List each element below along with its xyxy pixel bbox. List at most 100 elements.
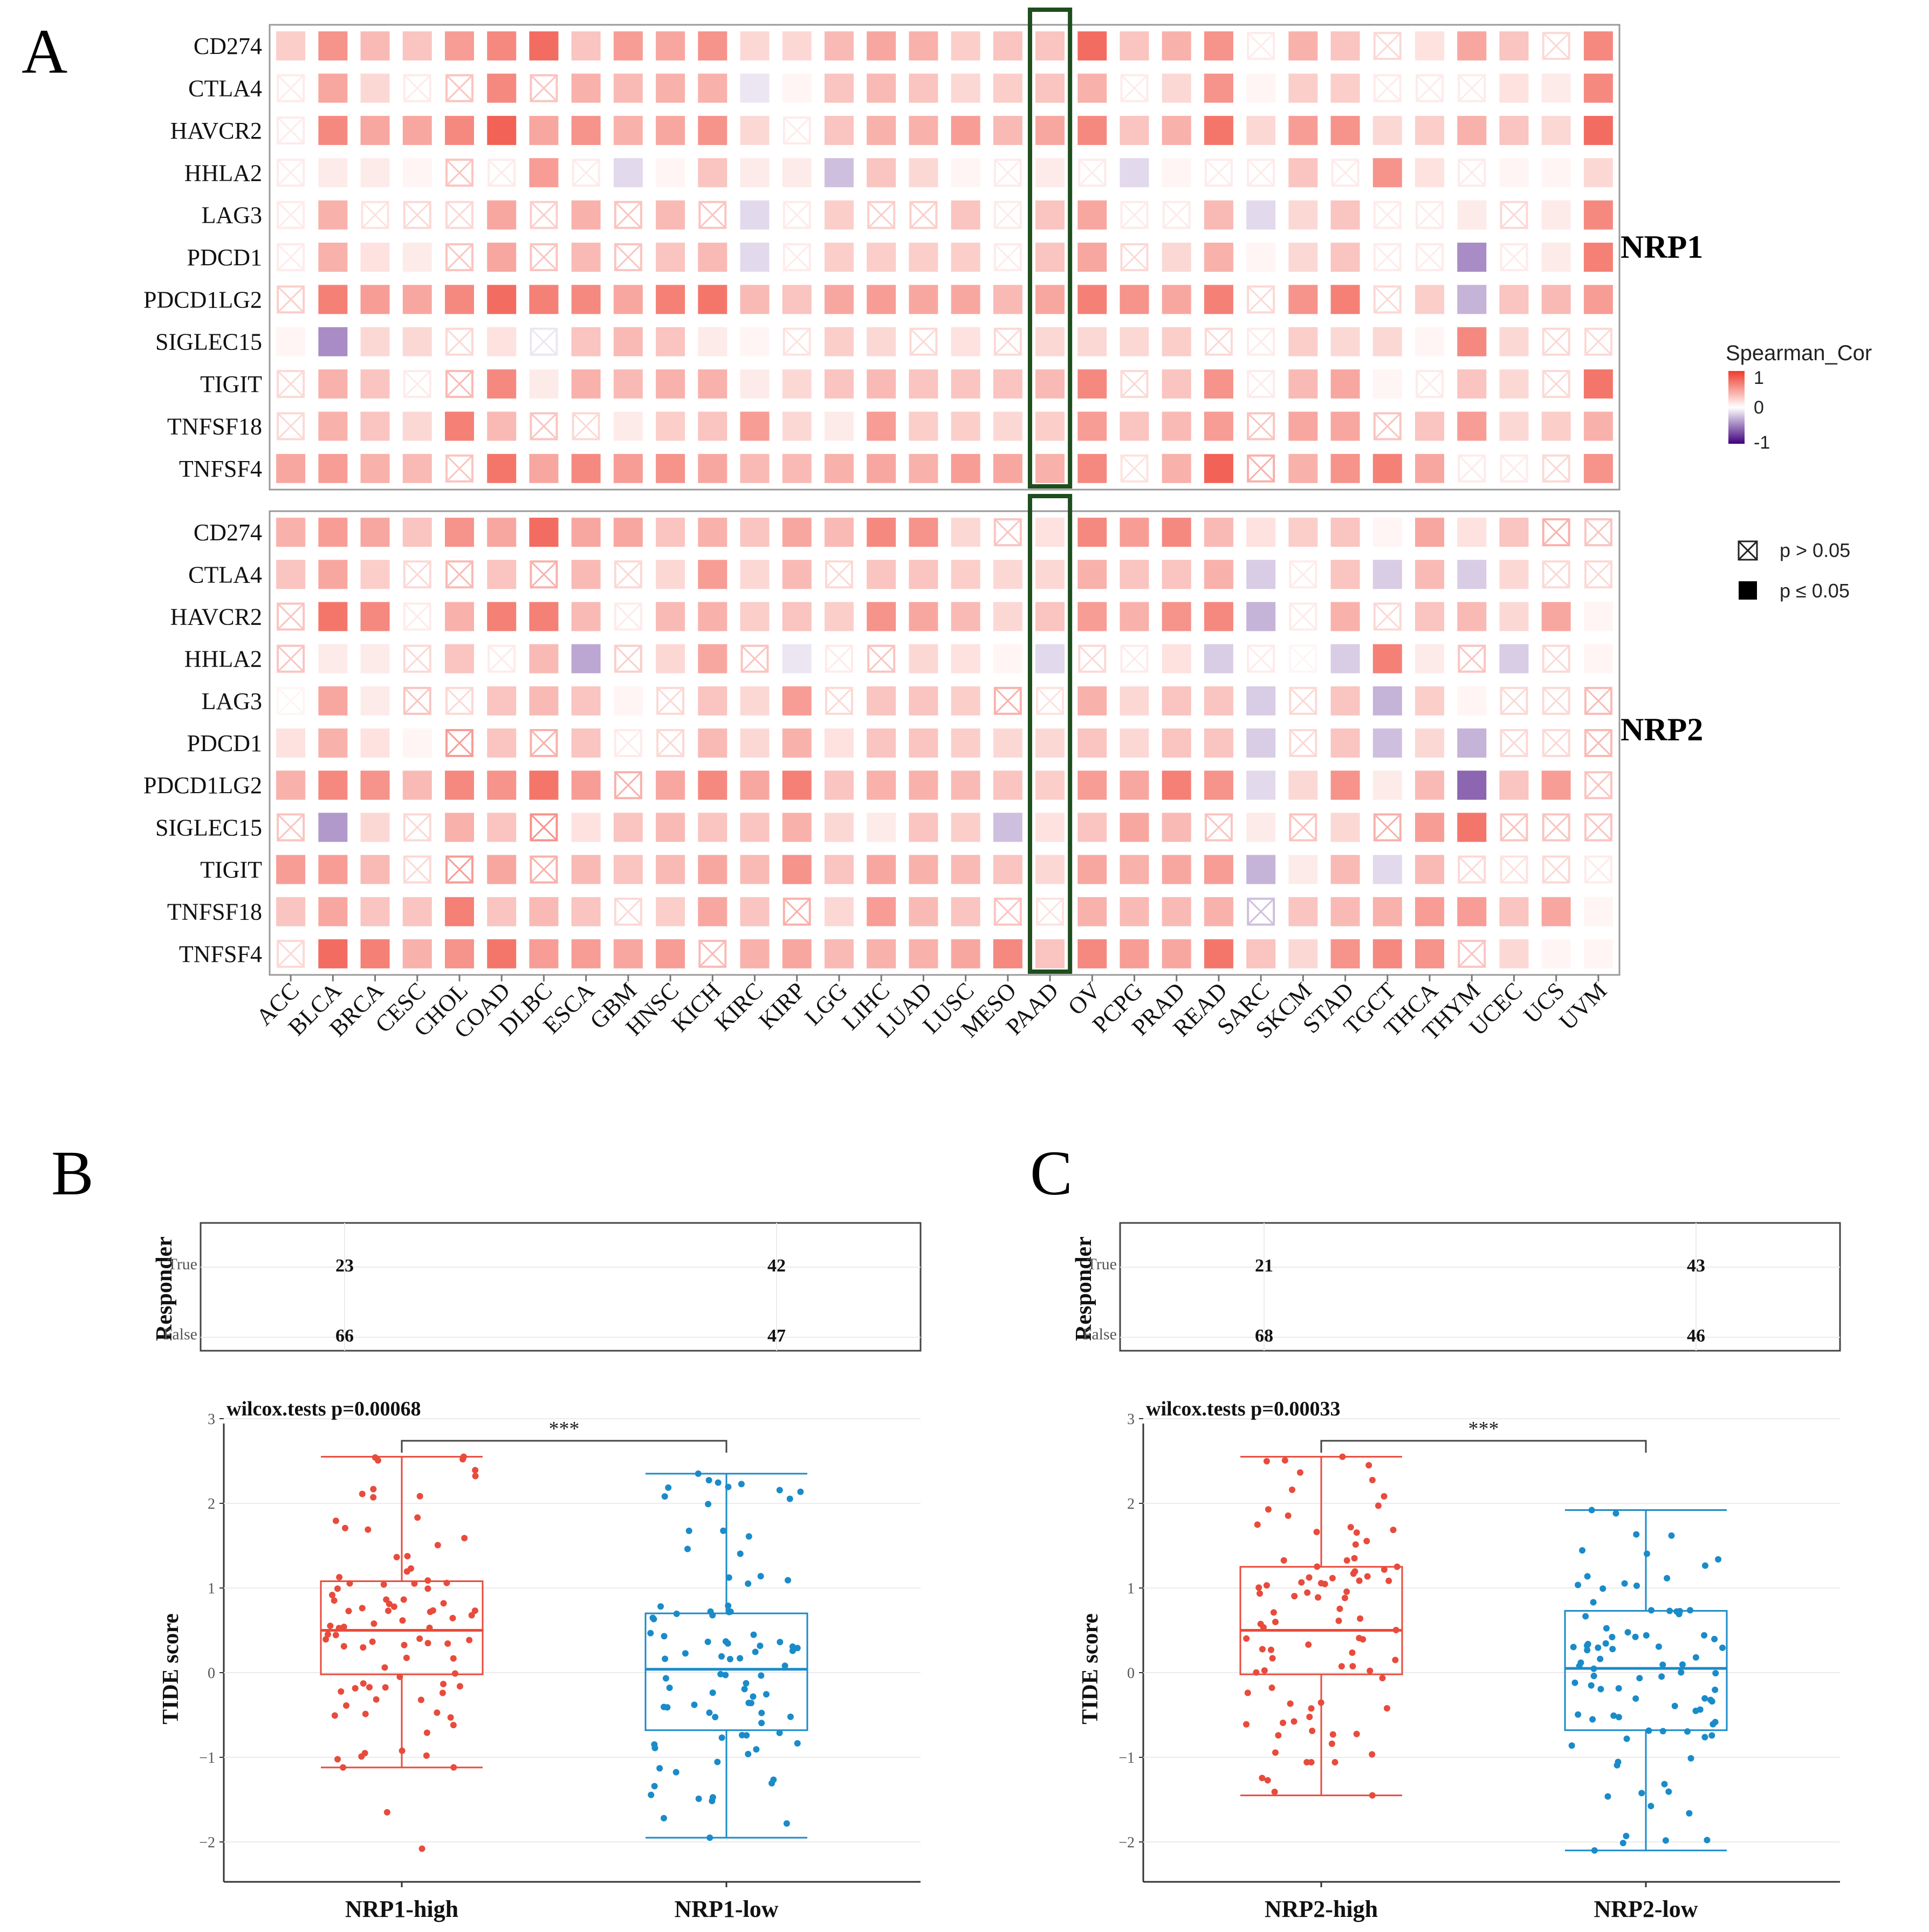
heatmap-cell <box>740 200 770 230</box>
data-point <box>1686 1810 1693 1817</box>
heatmap-cell-ns-box <box>1289 644 1317 673</box>
responder-count: 43 <box>1687 1256 1705 1276</box>
data-point <box>1341 1594 1348 1601</box>
data-point <box>1568 1742 1575 1749</box>
heatmap-cell <box>318 453 348 483</box>
heatmap-cell <box>698 31 727 61</box>
heatmap-cell-ns-cross <box>403 370 431 398</box>
heatmap-cell <box>444 518 474 547</box>
heatmap-cell <box>1162 686 1191 716</box>
heatmap-cell <box>318 327 348 356</box>
heatmap-cell <box>1035 115 1065 145</box>
heatmap-cell <box>1457 115 1487 145</box>
data-point <box>417 1696 424 1703</box>
data-point <box>366 1684 373 1691</box>
heatmap-cell <box>1330 115 1360 145</box>
heatmap-cell <box>909 813 938 842</box>
heatmap-cell <box>1288 855 1318 884</box>
heatmap-cell <box>867 686 896 716</box>
heatmap-cell-ns <box>1373 74 1402 102</box>
heatmap-cell <box>529 771 559 800</box>
heatmap-cell <box>1077 243 1107 272</box>
data-point <box>1604 1793 1611 1800</box>
data-point <box>423 1729 430 1736</box>
heatmap-cell-ns-box <box>614 729 642 757</box>
heatmap-cell-ns-cross <box>1500 729 1528 757</box>
data-point <box>753 1746 760 1753</box>
heatmap-cell-ns-cross <box>445 687 473 714</box>
data-point <box>794 1645 801 1652</box>
heatmap-cell <box>276 728 306 758</box>
heatmap-cell <box>1120 560 1149 589</box>
data-point <box>1615 1685 1622 1692</box>
heatmap-cell <box>740 327 770 356</box>
heatmap-cell-ns-cross <box>994 243 1021 271</box>
heatmap-cell-ns-box <box>825 560 853 589</box>
heatmap-cell-ns-cross <box>403 856 431 883</box>
box-iqr <box>1564 1610 1728 1731</box>
heatmap-cell-ns-cross <box>1584 687 1612 714</box>
heatmap-cell <box>444 939 474 968</box>
heatmap-cell-ns-cross <box>1289 729 1317 757</box>
heatmap-cell <box>487 115 517 145</box>
paad-highlight-box <box>1027 8 1073 489</box>
heatmap-cell-ns-cross <box>1542 370 1570 398</box>
heatmap-cell <box>1204 285 1233 314</box>
legend-ns-square <box>1738 540 1758 561</box>
heatmap-cell <box>951 31 980 61</box>
heatmap-cell <box>824 453 854 483</box>
heatmap-cell-ns <box>825 686 853 715</box>
heatmap-cell-ns-box <box>277 644 305 673</box>
heatmap-cell-ns-cross <box>277 603 305 630</box>
heatmap-cell-ns <box>403 855 431 884</box>
heatmap-cell <box>487 728 517 758</box>
heatmap-cell-ns <box>1289 813 1317 842</box>
heatmap-cell-ns-box <box>1542 813 1570 842</box>
heatmap-row-label: HAVCR2 <box>170 603 262 630</box>
data-point <box>1597 1655 1604 1662</box>
data-point <box>426 1624 433 1631</box>
heatmap-cell-ns-cross <box>277 687 305 714</box>
heatmap-cell-ns-cross <box>614 645 642 672</box>
heatmap-cell <box>1077 939 1107 968</box>
data-point <box>450 1764 457 1771</box>
data-point <box>461 1535 468 1542</box>
heatmap-cell <box>1035 813 1065 842</box>
heatmap-cell-ns-box <box>277 243 305 271</box>
heatmap-cell-ns <box>1584 729 1612 757</box>
data-point <box>439 1689 446 1696</box>
heatmap-cell-ns-cross <box>530 729 558 757</box>
paad-highlight-box <box>1027 494 1073 974</box>
data-point <box>332 1517 339 1524</box>
heatmap-cell-ns <box>445 560 473 589</box>
heatmap-row-label: SIGLEC15 <box>155 814 262 841</box>
heatmap-cell <box>951 728 980 758</box>
data-point <box>1364 1573 1371 1580</box>
data-point <box>657 1603 664 1610</box>
heatmap-cell <box>402 31 432 61</box>
heatmap-cell-ns-box <box>1373 813 1402 842</box>
heatmap-cell-ns-cross <box>361 201 389 229</box>
data-point <box>360 1680 367 1687</box>
heatmap-cell-ns-box <box>1247 159 1275 187</box>
heatmap-cell <box>698 644 727 673</box>
heatmap-cell <box>1499 158 1529 188</box>
data-point <box>752 1648 759 1655</box>
heatmap-cell <box>1288 939 1318 968</box>
heatmap-cell <box>1499 518 1529 547</box>
heatmap-cell-ns-cross <box>1247 286 1275 313</box>
data-point <box>362 1710 369 1717</box>
heatmap-cell-ns-box <box>782 243 811 271</box>
heatmap-cell-ns-box <box>530 243 558 271</box>
heatmap-cell <box>1162 560 1191 589</box>
heatmap-cell-ns-box <box>867 644 896 673</box>
data-point <box>757 1642 764 1649</box>
heatmap-cell <box>740 369 770 399</box>
heatmap-cell <box>1204 897 1233 926</box>
heatmap-cell-ns-cross <box>277 814 305 841</box>
heatmap-cell-ns-cross <box>783 201 811 229</box>
heatmap-cell <box>909 560 938 589</box>
heatmap-cell <box>867 728 896 758</box>
heatmap-cell-ns-cross <box>741 645 768 672</box>
wilcox-test-title: wilcox.tests p=0.00068 <box>226 1398 421 1420</box>
